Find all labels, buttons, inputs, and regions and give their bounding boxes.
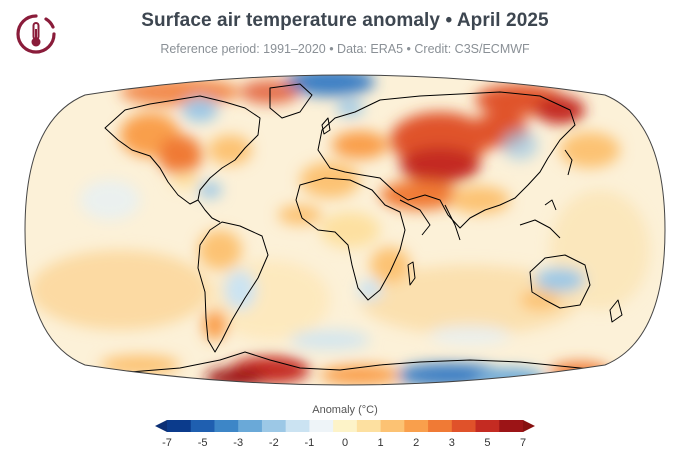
colorbar-segment: [475, 420, 500, 432]
colorbar-tick-label: -2: [269, 437, 279, 449]
thermometer-icon: [16, 14, 56, 54]
colorbar-tick-label: -5: [198, 437, 208, 449]
colorbar-segment: [167, 420, 192, 432]
colorbar-segment: [499, 420, 524, 432]
colorbar-tick-label: -7: [162, 437, 172, 449]
colorbar-segment: [333, 420, 358, 432]
colorbar-segment: [380, 420, 405, 432]
page-title: Surface air temperature anomaly • April …: [141, 10, 549, 31]
colorbar-segment: [356, 420, 382, 432]
colorbar-tick-label: 1: [378, 437, 384, 449]
colorbar-tick-label: 7: [520, 437, 526, 449]
colorbar-title: Anomaly (°C): [312, 404, 378, 416]
colorbar-tick-label: 2: [413, 437, 419, 449]
colorbar-segment: [285, 420, 310, 432]
colorbar-tick-label: 5: [484, 437, 490, 449]
colorbar-tick-label: 0: [342, 437, 348, 449]
colorbar-tick-label: 3: [449, 437, 455, 449]
map-border: [24, 74, 666, 386]
colorbar-segment: [404, 420, 429, 432]
page-subtitle: Reference period: 1991–2020 • Data: ERA5…: [160, 42, 530, 56]
colorbar-segment: [190, 420, 215, 432]
colorbar-segment: [261, 420, 287, 432]
coastlines: [104, 83, 641, 373]
colorbar-segment: [451, 420, 477, 432]
colorbar-tick-label: -1: [305, 437, 315, 449]
colorbar-segment: [309, 420, 334, 432]
colorbar-segment: [428, 420, 453, 432]
colorbar-segment: [238, 420, 263, 432]
colorbar-high-arrow: [523, 420, 535, 432]
colorbar-segment: [214, 420, 239, 432]
colorbar-tick-label: -3: [233, 437, 243, 449]
colorbar-low-arrow: [155, 420, 167, 432]
